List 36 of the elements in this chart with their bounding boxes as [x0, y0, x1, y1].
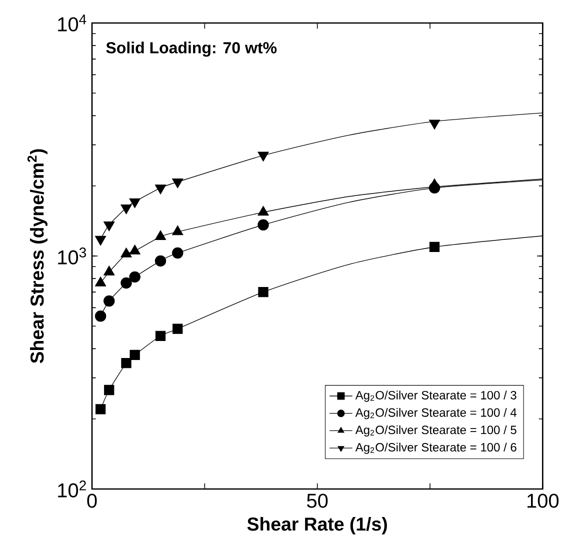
point — [258, 219, 269, 230]
point — [154, 184, 166, 194]
point — [95, 404, 106, 414]
point — [121, 358, 132, 368]
point — [258, 287, 268, 298]
point — [94, 236, 106, 246]
y-tick-label: 10$^{4}$ — [58, 14, 86, 32]
point — [104, 222, 115, 232]
y-tick-label: 10$^{3}$ — [58, 248, 86, 264]
x-axis-title: Shear Rate (1/s) — [247, 517, 387, 534]
legend-label: Ag$_{2}$O/Silver Stearate = 100 / 6 — [355, 442, 516, 454]
y-tick-label: 10$^{2}$ — [58, 480, 86, 498]
legend-label: Ag$_{2}$O/Silver Stearate = 100 / 3 — [355, 390, 516, 402]
point — [120, 277, 132, 289]
point — [129, 271, 140, 283]
point — [172, 324, 183, 334]
point — [172, 178, 184, 188]
point — [154, 255, 166, 267]
point — [130, 350, 140, 360]
point — [104, 384, 114, 396]
point — [172, 247, 184, 259]
point — [120, 204, 132, 214]
point — [129, 198, 140, 208]
x-tick-label: 50 — [307, 494, 328, 508]
point — [428, 120, 440, 130]
x-tick-label: 0 — [87, 494, 97, 508]
legend-label: Ag$_{2}$O/Silver Stearate = 100 / 5 — [355, 425, 516, 437]
point — [155, 330, 166, 341]
legend-label: Ag$_{2}$O/Silver Stearate = 100 / 4 — [355, 408, 517, 420]
y-axis-title: Shear Stress (dyne/cm$^{2}$) — [27, 149, 48, 364]
point — [94, 310, 106, 322]
point — [104, 295, 115, 307]
point — [429, 242, 440, 252]
x-tick-label: 100 — [528, 494, 559, 508]
annotation: Solid Loading: 70 wt% — [106, 42, 277, 57]
point — [258, 152, 269, 162]
